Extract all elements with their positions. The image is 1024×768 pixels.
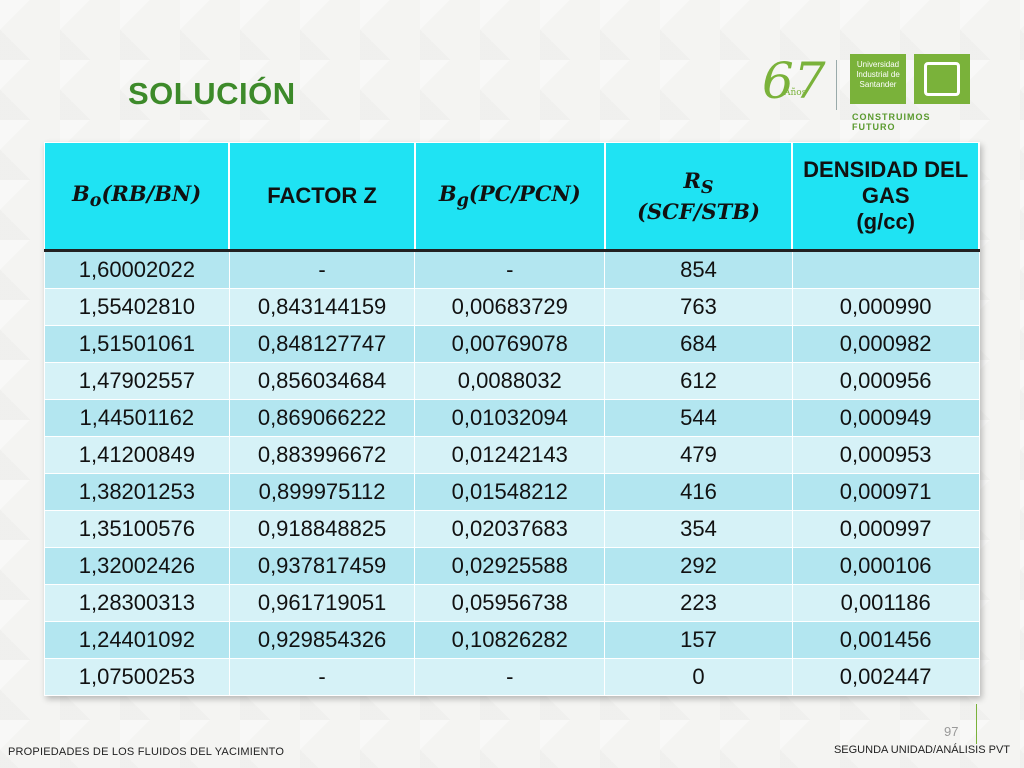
table-cell: 0,000953	[791, 436, 980, 474]
table-cell: 1,60002022	[44, 250, 230, 289]
table-cell: 854	[604, 250, 793, 289]
table-cell: 354	[604, 510, 793, 548]
table-cell: 0,000997	[791, 510, 980, 548]
table-cell: 0,05956738	[414, 584, 606, 622]
table-cell: 0,961719051	[228, 584, 416, 622]
table-cell: 1,32002426	[44, 547, 230, 585]
table-cell: -	[228, 250, 416, 289]
table-cell: 0,856034684	[228, 362, 416, 400]
table-cell: 0,929854326	[228, 621, 416, 659]
header-bg: Bg(PC/PCN)	[414, 142, 606, 252]
table-cell: 763	[604, 288, 793, 326]
table-cell: 1,38201253	[44, 473, 230, 511]
table-cell: 0,000971	[791, 473, 980, 511]
table-cell: 0,10826282	[414, 621, 606, 659]
table-cell: 1,55402810	[44, 288, 230, 326]
table-cell: 479	[604, 436, 793, 474]
table-cell: 684	[604, 325, 793, 363]
table-cell: 1,28300313	[44, 584, 230, 622]
table-row: 1,35100576 0,918848825 0,02037683 354 0,0009…	[44, 510, 980, 548]
page-number: 97	[944, 724, 959, 739]
table-cell: 0,01548212	[414, 473, 606, 511]
table-cell: 1,24401092	[44, 621, 230, 659]
table-cell: 416	[604, 473, 793, 511]
table-row: 1,32002426 0,937817459 0,02925588 292 0,0001…	[44, 547, 980, 585]
table-cell: 0,01032094	[414, 399, 606, 437]
table-cell: 0,000106	[791, 547, 980, 585]
table-row: 1,55402810 0,843144159 0,00683729 763 0,0009…	[44, 288, 980, 326]
table-cell: 0,000982	[791, 325, 980, 363]
table-cell: 1,07500253	[44, 658, 230, 696]
table-cell: 0,00769078	[414, 325, 606, 363]
table-cell: 0,00683729	[414, 288, 606, 326]
table-row: 1,44501162 0,869066222 0,01032094 544 0,0009…	[44, 399, 980, 437]
table-cell: 544	[604, 399, 793, 437]
table-row: 1,28300313 0,961719051 0,05956738 223 0,0011…	[44, 584, 980, 622]
table-cell: 612	[604, 362, 793, 400]
table-cell: 0,899975112	[228, 473, 416, 511]
table-cell: 0,000949	[791, 399, 980, 437]
table-cell: -	[414, 250, 606, 289]
table-cell: 0,0088032	[414, 362, 606, 400]
table-row: 1,07500253- -0 0,002447	[44, 658, 980, 696]
table-cell: 0,843144159	[228, 288, 416, 326]
table-cell: 0,001186	[791, 584, 980, 622]
table-cell: 157	[604, 621, 793, 659]
table-row: 1,24401092 0,929854326 0,10826282 157 0,0014…	[44, 621, 980, 659]
table-cell: 0,918848825	[228, 510, 416, 548]
table-row: 1,41200849 0,883996672 0,01242143 479 0,0009…	[44, 436, 980, 474]
table-cell: 0,869066222	[228, 399, 416, 437]
table-cell: 0,000956	[791, 362, 980, 400]
anniversary-logo: 67 Años	[762, 52, 826, 110]
table-cell: 292	[604, 547, 793, 585]
table-cell: 0	[604, 658, 793, 696]
table-cell: 0,001456	[791, 621, 980, 659]
header-densidad-gas: DENSIDAD DEL GAS (g/cc)	[791, 142, 980, 252]
table-header-row: Bo(RB/BN) FACTOR Z Bg(PC/PCN) RS (SCF/ST…	[44, 142, 980, 252]
table-cell: 1,41200849	[44, 436, 230, 474]
university-name-box: Universidad Industrial de Santander	[850, 54, 906, 104]
slide-title: SOLUCIÓN	[128, 76, 296, 111]
pvt-results-table: Bo(RB/BN) FACTOR Z Bg(PC/PCN) RS (SCF/ST…	[44, 142, 980, 696]
page-accent-line	[976, 704, 977, 744]
table-cell: 1,51501061	[44, 325, 230, 363]
table-cell: -	[228, 658, 416, 696]
table-cell: 0,01242143	[414, 436, 606, 474]
table-cell: 1,35100576	[44, 510, 230, 548]
table-row: 1,60002022- -854	[44, 250, 980, 289]
table-cell: 1,44501162	[44, 399, 230, 437]
logo-divider	[836, 60, 837, 110]
table-cell: 1,47902557	[44, 362, 230, 400]
header-factor-z: FACTOR Z	[228, 142, 416, 252]
table-cell: 0,02925588	[414, 547, 606, 585]
university-logo: 67 Años Universidad Industrial de Santan…	[758, 48, 974, 132]
table-cell: 0,883996672	[228, 436, 416, 474]
table-cell	[791, 250, 980, 289]
table-cell: -	[414, 658, 606, 696]
header-rs: RS (SCF/STB)	[604, 142, 794, 252]
table-row: 1,51501061 0,848127747 0,00769078 684 0,0009…	[44, 325, 980, 363]
table-row: 1,47902557 0,856034684 0,0088032 612 0,00095…	[44, 362, 980, 400]
table-cell: 223	[604, 584, 793, 622]
table-cell: 0,002447	[791, 658, 980, 696]
footer-course-title: PROPIEDADES DE LOS FLUIDOS DEL YACIMIENT…	[8, 746, 285, 758]
footer-unit-title: SEGUNDA UNIDAD/ANÁLISIS PVT	[833, 744, 1010, 756]
header-bo: Bo(RB/BN)	[44, 142, 231, 252]
uis-seal-icon	[914, 54, 970, 104]
table-cell: 0,000990	[791, 288, 980, 326]
table-cell: 0,937817459	[228, 547, 416, 585]
table-cell: 0,848127747	[228, 325, 416, 363]
logo-slogan: CONSTRUIMOS FUTURO	[852, 112, 931, 132]
table-cell: 0,02037683	[414, 510, 606, 548]
table-row: 1,38201253 0,899975112 0,01548212 416 0,0009…	[44, 473, 980, 511]
table-body: 1,60002022- -854 1,55402810 0,843144159 0,00…	[44, 250, 980, 696]
